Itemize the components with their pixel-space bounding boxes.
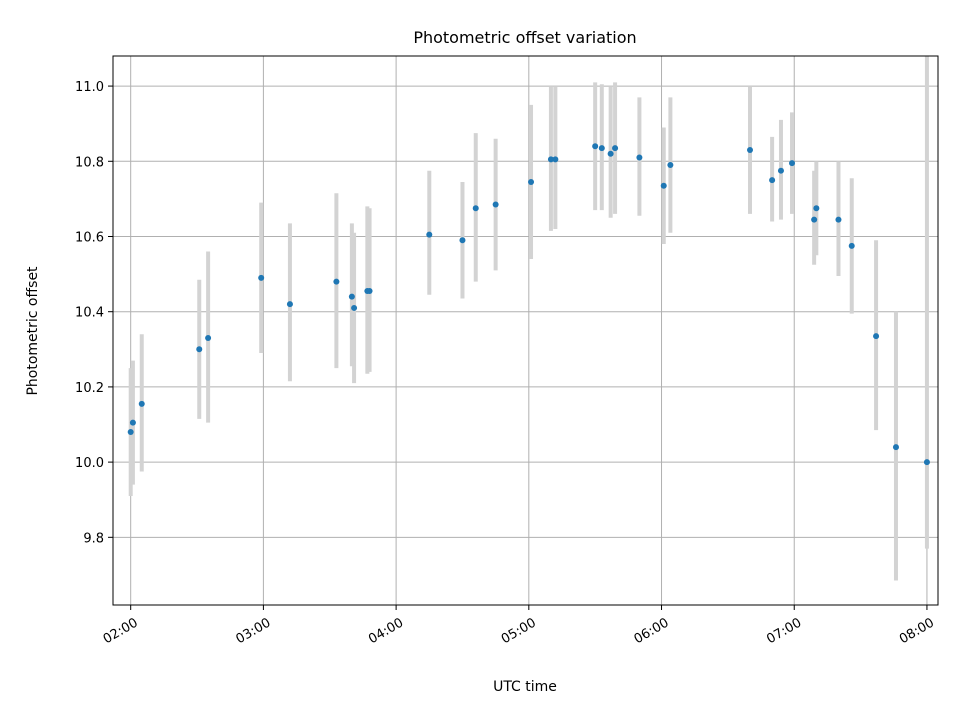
y-tick-label: 10.4 — [75, 306, 104, 321]
data-point — [592, 143, 599, 150]
y-tick-label: 10.2 — [75, 381, 104, 396]
data-point — [667, 162, 674, 169]
data-point — [552, 156, 559, 163]
data-point — [892, 444, 899, 451]
data-point — [258, 274, 265, 281]
x-axis-label: UTC time — [493, 679, 557, 695]
data-point — [286, 301, 293, 308]
y-tick-label: 10.0 — [75, 456, 104, 471]
data-point — [769, 177, 776, 184]
data-point — [598, 145, 605, 152]
data-point — [196, 346, 203, 353]
data-points — [127, 143, 930, 466]
chart-title: Photometric offset variation — [413, 28, 636, 47]
data-point — [835, 216, 842, 223]
data-point — [746, 147, 753, 154]
data-point — [492, 201, 499, 208]
data-point — [472, 205, 479, 212]
grid-lines — [113, 56, 938, 605]
data-point — [636, 154, 643, 161]
plot-area-frame — [112, 55, 939, 606]
data-point — [366, 288, 373, 295]
y-axis-label: Photometric offset — [25, 266, 41, 396]
y-axis-ticks: 9.8 10.0 10.2 10.4 10.6 10.8 11.0 — [75, 80, 113, 546]
data-point — [333, 278, 340, 285]
data-point — [348, 293, 355, 300]
data-point — [660, 182, 667, 189]
data-point — [873, 333, 880, 340]
data-point — [528, 178, 535, 185]
y-tick-label: 9.8 — [83, 531, 104, 546]
y-tick-label: 11.0 — [75, 80, 104, 95]
data-point — [811, 216, 818, 223]
data-point — [138, 400, 145, 407]
data-point — [205, 335, 212, 342]
data-point — [351, 304, 358, 311]
data-point — [777, 167, 784, 174]
data-point — [612, 145, 619, 152]
data-point — [127, 429, 134, 436]
data-point — [426, 231, 433, 238]
y-tick-label: 10.6 — [75, 230, 104, 245]
y-tick-label: 10.8 — [75, 155, 104, 170]
data-point — [129, 419, 136, 426]
data-point — [459, 237, 466, 244]
data-point — [607, 150, 614, 157]
data-point — [789, 160, 796, 167]
data-point — [547, 156, 554, 163]
data-point — [923, 459, 930, 466]
data-point — [848, 242, 855, 249]
data-point — [813, 205, 820, 212]
